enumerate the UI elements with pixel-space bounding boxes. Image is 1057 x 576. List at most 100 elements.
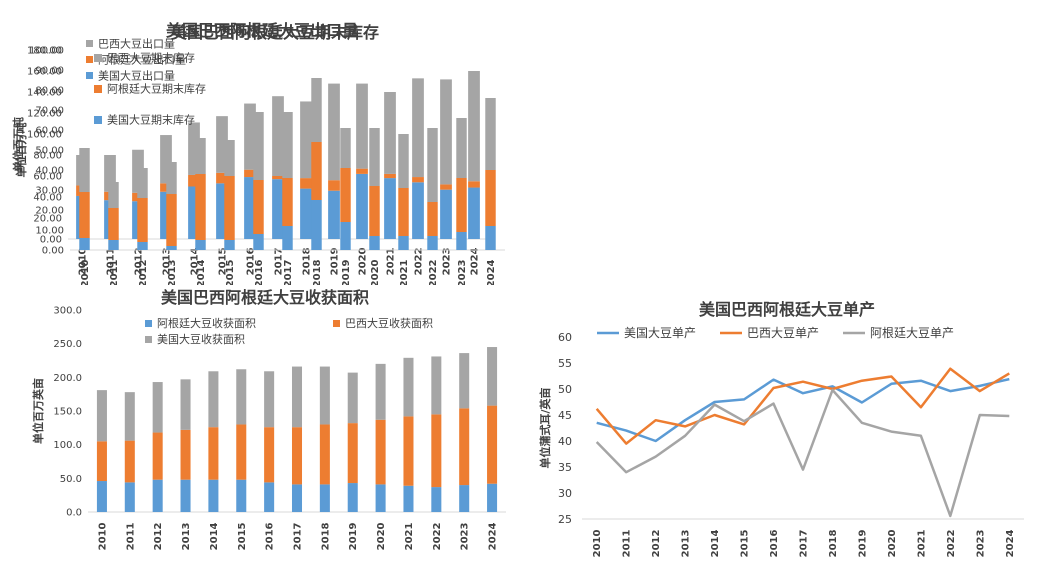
x-tick-label: 2023	[457, 259, 468, 285]
y-tick-label: 30.00	[35, 186, 64, 197]
x-tick-label: 2021	[916, 529, 927, 557]
bar-美国大豆收获面积-2020	[375, 363, 386, 420]
y-tick-label: 60.00	[33, 172, 62, 183]
legend-label: 巴西大豆单产	[747, 326, 819, 340]
bar-美国大豆收获面积-2012	[152, 382, 163, 433]
bar-美国大豆期末库存-2015	[224, 240, 235, 250]
y-tick-label: 80.00	[35, 86, 64, 97]
legend-label: 阿根廷大豆出口量	[98, 53, 186, 67]
y-tick-label: 40	[558, 435, 572, 448]
line-阿根廷大豆单产	[595, 388, 1010, 518]
bar-阿根廷大豆收获面积-2017	[291, 484, 303, 512]
bar-巴西大豆收获面积-2019	[347, 423, 358, 484]
bar-美国大豆出口量-2020	[356, 173, 368, 239]
bar-美国大豆收获面积-2017	[291, 366, 303, 428]
bar-巴西大豆收获面积-2024	[487, 405, 498, 484]
x-tick-label: 2017	[799, 529, 810, 557]
x-tick-label: 2019	[348, 522, 359, 550]
legend-label: 阿根廷大豆收获面积	[157, 316, 256, 330]
bar-美国大豆期末库存-2014	[195, 240, 206, 250]
bar-巴西大豆期末库存-2020	[369, 128, 380, 186]
x-tick-label: 2020	[887, 529, 898, 557]
x-tick-label: 2019	[857, 529, 868, 557]
legend-swatch	[86, 40, 93, 47]
bar-阿根廷大豆出口量-2013	[160, 183, 172, 192]
stocks-chart-panel: 美国巴西阿根廷大豆期末库存 单位百万吨 0.00 10.00 20.00 30.00 40.…	[0, 0, 527, 285]
bar-巴西大豆出口量-2022	[412, 78, 424, 178]
chart-title: 美国巴西阿根廷大豆收获面积	[161, 288, 369, 307]
bar-阿根廷大豆出口量-2021	[384, 173, 396, 179]
stocks-chart: 美国巴西阿根廷大豆期末库存单位百万吨0.0010.0020.0030.0040.…	[14, 23, 505, 285]
bar-阿根廷大豆期末库存-2020	[369, 186, 380, 236]
bar-巴西大豆收获面积-2021	[403, 416, 414, 486]
bar-巴西大豆出口量-2014	[188, 122, 200, 175]
x-tick-label: 2020	[370, 259, 381, 285]
x-tick-label: 2022	[432, 522, 443, 550]
x-tick-label: 2016	[246, 247, 257, 275]
bar-美国大豆期末库存-2020	[369, 236, 380, 250]
bar-阿根廷大豆收获面积-2015	[236, 479, 247, 512]
bar-巴西大豆期末库存-2015	[224, 140, 235, 176]
x-tick-label: 2020	[358, 247, 369, 275]
bar-阿根廷大豆期末库存-2013	[166, 194, 177, 246]
x-tick-label: 2024	[486, 259, 497, 285]
x-tick-label: 2024	[1005, 529, 1016, 557]
y-tick-label: 25	[558, 513, 572, 526]
x-tick-label: 2015	[740, 529, 751, 557]
bar-阿根廷大豆出口量-2022	[412, 177, 424, 183]
bar-阿根廷大豆期末库存-2017	[282, 178, 293, 226]
bar-巴西大豆收获面积-2014	[208, 427, 219, 480]
x-tick-label: 2012	[138, 259, 149, 285]
bar-美国大豆收获面积-2018	[319, 366, 330, 425]
y-tick-label: 40.00	[33, 193, 62, 204]
x-tick-label: 2017	[283, 259, 294, 285]
bar-美国大豆期末库存-2017	[282, 226, 293, 250]
legend-swatch	[94, 85, 102, 93]
y-tick-label: 100.00	[29, 46, 64, 57]
bar-巴西大豆收获面积-2013	[180, 429, 191, 480]
bar-巴西大豆收获面积-2023	[459, 408, 470, 486]
bar-巴西大豆出口量-2011	[104, 155, 116, 192]
bar-阿根廷大豆收获面积-2023	[459, 485, 470, 512]
y-tick-label: 0.00	[40, 235, 62, 246]
bar-阿根廷大豆收获面积-2018	[319, 484, 330, 512]
x-tick-label: 2013	[167, 259, 178, 285]
bar-巴西大豆收获面积-2010	[96, 441, 107, 482]
legend-swatch	[145, 320, 152, 327]
x-tick-label: 2016	[254, 259, 265, 285]
bar-美国大豆期末库存-2023	[456, 232, 467, 250]
bar-美国大豆收获面积-2023	[459, 353, 470, 409]
yield-chart-panel: 美国巴西阿根廷大豆单产 单位蒲式耳/英亩 25 30 35 40 45 50 55 60 2010 2…	[0, 285, 1057, 572]
bar-巴西大豆收获面积-2022	[431, 414, 442, 488]
bar-阿根廷大豆期末库存-2012	[137, 198, 148, 242]
x-tick-label: 2011	[622, 529, 633, 557]
x-tick-label: 2014	[190, 247, 201, 275]
bar-美国大豆期末库存-2010	[79, 238, 90, 250]
bar-阿根廷大豆收获面积-2011	[124, 482, 135, 512]
y-tick-label: 40.00	[35, 166, 64, 177]
legend-label: 巴西大豆收获面积	[345, 316, 433, 330]
bar-阿根廷大豆出口量-2018	[300, 178, 312, 189]
x-tick-label: 2015	[237, 522, 248, 550]
bar-巴西大豆收获面积-2017	[291, 427, 303, 485]
bar-美国大豆期末库存-2018	[311, 200, 322, 250]
bar-巴西大豆收获面积-2020	[375, 419, 386, 485]
bar-美国大豆收获面积-2024	[487, 347, 498, 406]
bar-阿根廷大豆期末库存-2011	[108, 208, 119, 240]
bar-阿根廷大豆期末库存-2022	[427, 202, 438, 236]
bar-阿根廷大豆收获面积-2012	[152, 479, 163, 512]
bar-美国大豆出口量-2023	[440, 189, 452, 239]
bar-阿根廷大豆收获面积-2021	[403, 485, 414, 512]
legend-swatch	[94, 116, 102, 124]
bar-阿根廷大豆期末库存-2019	[340, 168, 351, 222]
x-tick-label: 2018	[828, 529, 839, 557]
bar-巴西大豆出口量-2021	[384, 92, 396, 174]
y-tick-label: 100.00	[27, 130, 62, 141]
x-tick-label: 2015	[225, 259, 236, 285]
bar-阿根廷大豆收获面积-2020	[375, 484, 386, 512]
bar-阿根廷大豆出口量-2019	[328, 180, 340, 191]
x-tick-label: 2010	[80, 259, 91, 285]
bar-巴西大豆期末库存-2022	[427, 128, 438, 202]
bar-美国大豆收获面积-2021	[403, 357, 414, 417]
